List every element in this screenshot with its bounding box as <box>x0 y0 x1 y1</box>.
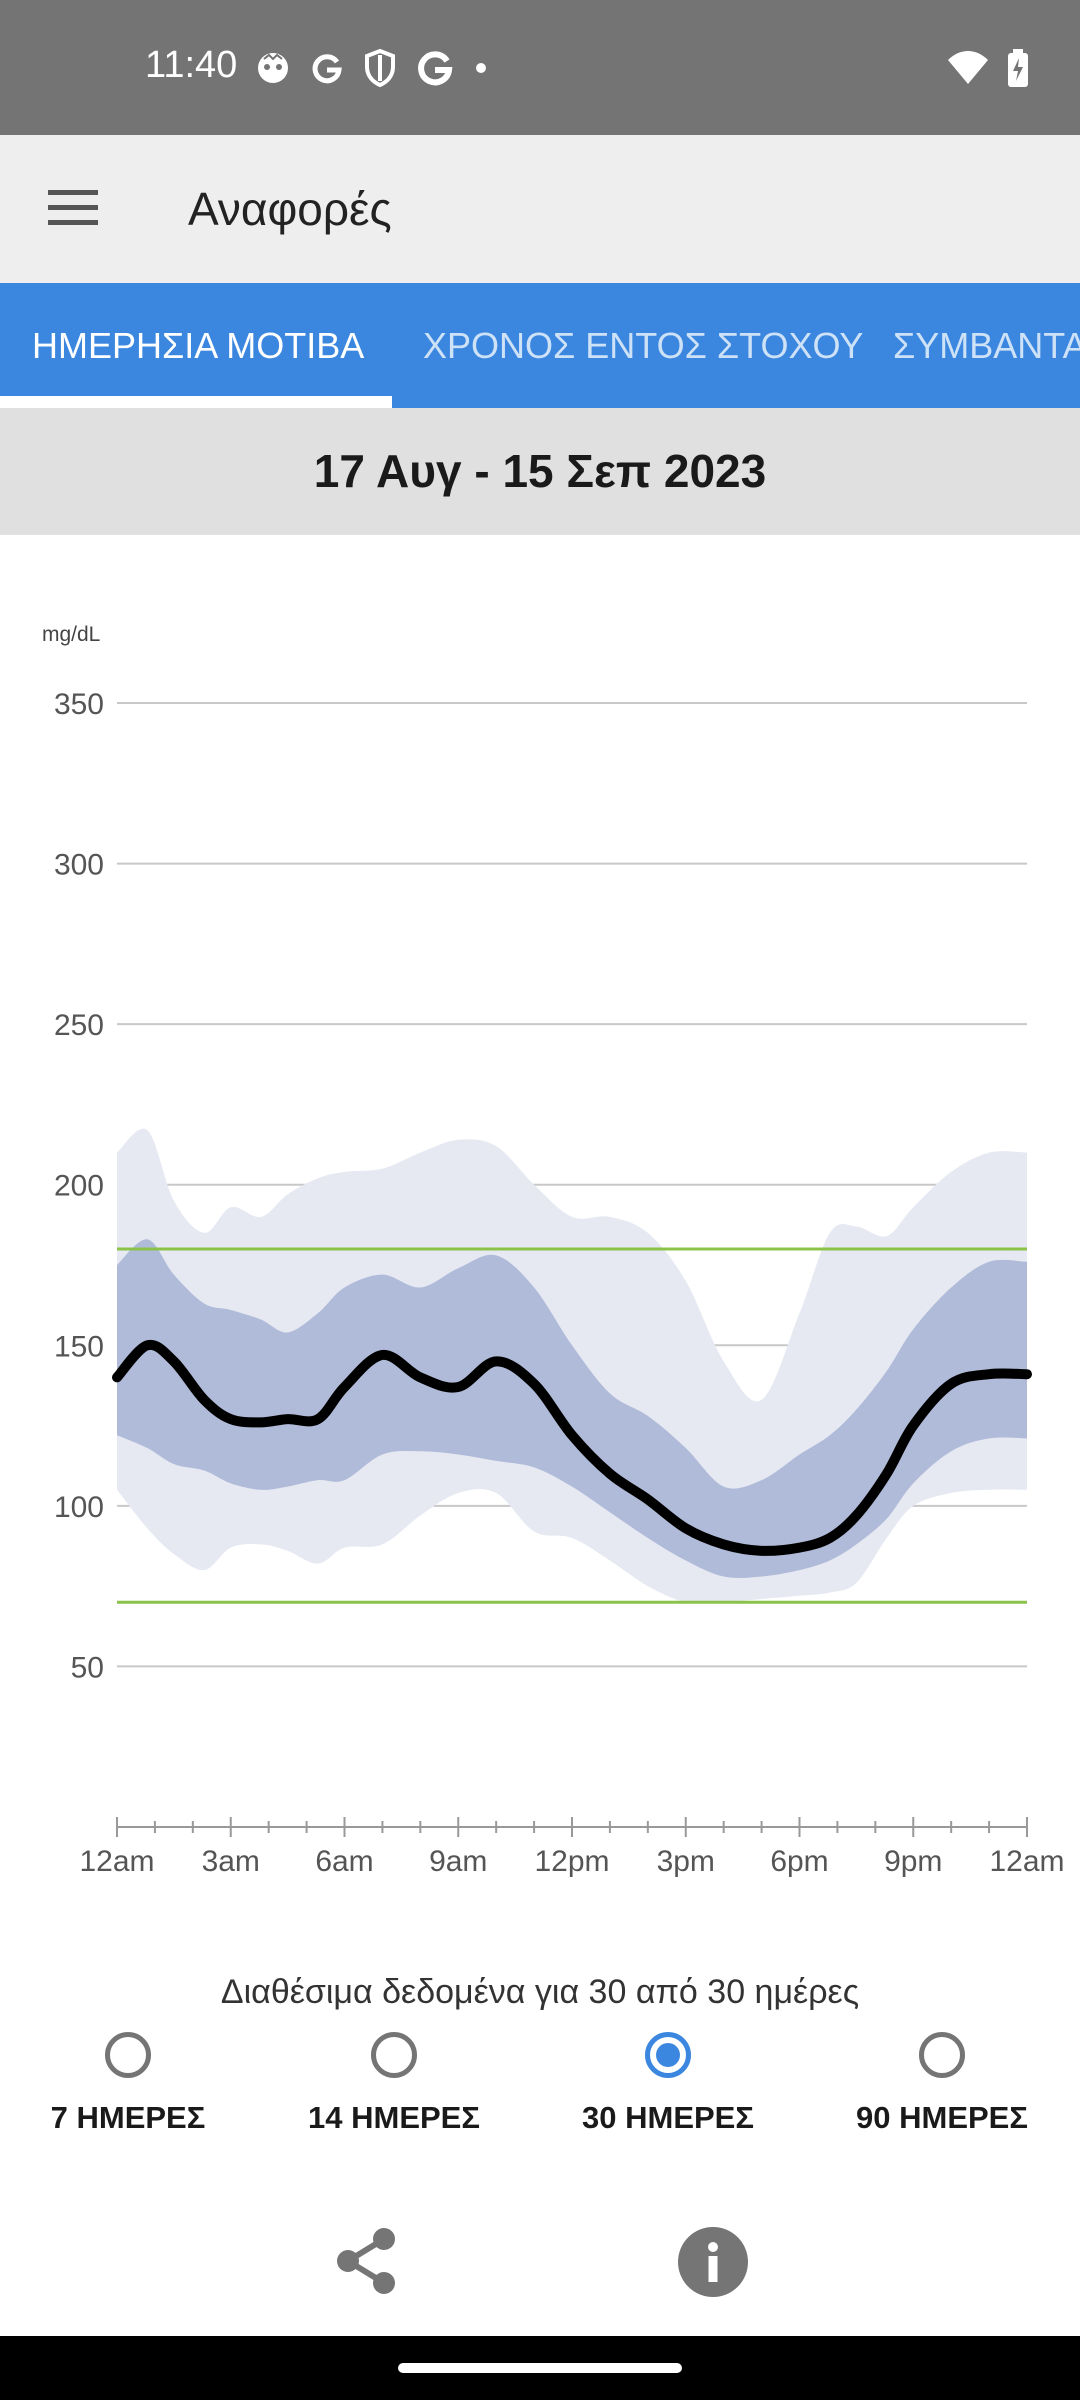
period-option-label: 30 ΗΜΕΡΕΣ <box>582 2100 754 2135</box>
y-tick-label: 100 <box>54 1491 104 1524</box>
info-icon[interactable] <box>678 2227 748 2297</box>
x-tick-label: 9am <box>429 1845 487 1878</box>
page-title: Αναφορές <box>188 183 392 235</box>
median-line <box>112 1339 1032 1556</box>
status-bar: 11:40 <box>0 0 1080 135</box>
y-tick-label: 150 <box>54 1330 104 1363</box>
notification-dot-icon <box>476 63 486 73</box>
interquartile-band <box>117 1239 1027 1578</box>
home-gesture-handle[interactable] <box>398 2363 682 2373</box>
y-tick-label: 200 <box>54 1170 104 1203</box>
y-tick-label: 350 <box>54 688 104 721</box>
shield-icon <box>365 48 395 88</box>
period-option-label: 7 ΗΜΕΡΕΣ <box>50 2100 206 2135</box>
tab-daily-patterns[interactable]: ΗΜΕΡΗΣΙΑ ΜΟΤΙΒΑ <box>32 325 365 366</box>
period-option-30-days[interactable]: 30 ΗΜΕΡΕΣ <box>548 2032 788 2136</box>
x-tick-label: 3am <box>202 1845 260 1878</box>
radio-dot <box>656 2043 680 2067</box>
share-icon[interactable] <box>330 2225 402 2297</box>
status-icons-right <box>946 44 1030 92</box>
period-option-90-days[interactable]: 90 ΗΜΕΡΕΣ <box>822 2032 1062 2136</box>
period-option-label: 90 ΗΜΕΡΕΣ <box>856 2100 1028 2135</box>
radio-circle-icon[interactable] <box>919 2032 965 2078</box>
date-range: 17 Αυγ - 15 Σεπ 2023 <box>0 408 1080 535</box>
period-option-label: 14 ΗΜΕΡΕΣ <box>308 2100 480 2135</box>
wifi-icon <box>948 51 988 84</box>
status-icons-left <box>255 44 489 92</box>
x-tick-label: 6am <box>315 1845 373 1878</box>
x-tick-label: 6pm <box>770 1845 828 1878</box>
period-option-14-days[interactable]: 14 ΗΜΕΡΕΣ <box>274 2032 514 2136</box>
x-tick-label: 9pm <box>884 1845 942 1878</box>
menu-icon[interactable] <box>48 190 98 226</box>
radio-selected-icon[interactable] <box>645 2032 691 2078</box>
x-tick-label: 12am <box>989 1845 1064 1878</box>
glucose-pattern-chart: mg/dL 50 100 150 200 250 300 350 12am 3am 6am 9am… <box>42 623 1065 1878</box>
radio-circle-icon[interactable] <box>105 2032 151 2078</box>
data-availability-text: Διαθέσιμα δεδομένα για 30 από 30 ημέρες <box>220 1973 860 2011</box>
active-tab-indicator <box>0 396 392 408</box>
tab-events[interactable]: ΣΥΜΒΑΝΤΑ <box>893 325 1080 366</box>
period-selector: 7 ΗΜΕΡΕΣ 14 ΗΜΕΡΕΣ 30 ΗΜΕΡΕΣ 90 ΗΜΕΡΕΣ <box>0 2032 1080 2152</box>
google-g-large-icon <box>418 51 453 86</box>
y-tick-label: 250 <box>54 1009 104 1042</box>
x-tick-label: 12pm <box>534 1845 609 1878</box>
y-tick-label: 50 <box>71 1651 104 1684</box>
tab-time-in-range[interactable]: ΧΡΟΝΟΣ ΕΝΤΟΣ ΣΤΟΧΟΥ <box>423 325 864 366</box>
google-g-icon <box>312 54 342 84</box>
radio-circle-icon[interactable] <box>371 2032 417 2078</box>
period-option-7-days[interactable]: 7 ΗΜΕΡΕΣ <box>8 2032 248 2136</box>
y-tick-label: 300 <box>54 849 104 882</box>
tab-bar: ΗΜΕΡΗΣΙΑ ΜΟΤΙΒΑ ΧΡΟΝΟΣ ΕΝΤΟΣ ΣΤΟΧΟΥ ΣΥΜΒ… <box>0 283 1080 408</box>
battery-charging-icon <box>1008 49 1028 87</box>
x-tick-label: 12am <box>79 1845 154 1878</box>
y-axis-label: mg/dL <box>42 623 100 646</box>
x-tick-label: 3pm <box>657 1845 715 1878</box>
app-face-icon <box>258 53 288 83</box>
status-time: 11:40 <box>145 44 238 86</box>
app-bar <box>0 135 1080 283</box>
